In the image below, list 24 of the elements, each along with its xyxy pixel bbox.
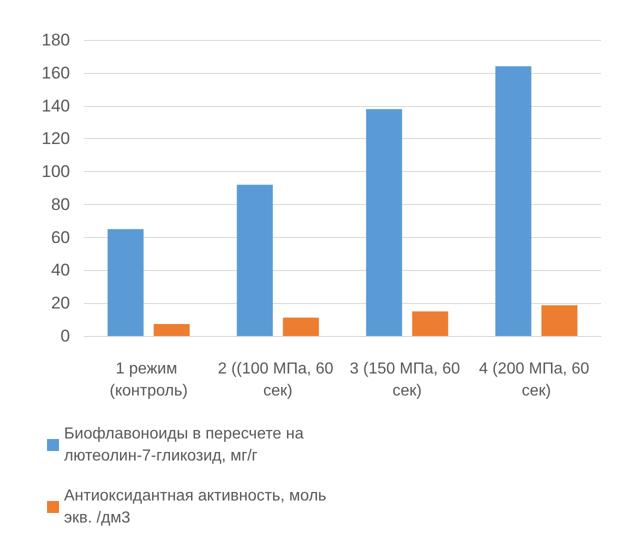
x-tick-label: 1 режим (контроль) <box>110 360 188 400</box>
y-tick-label: 60 <box>51 228 70 247</box>
bar <box>236 184 273 336</box>
bar <box>154 324 190 336</box>
y-tick-label: 0 <box>60 326 70 346</box>
y-tick-label: 140 <box>42 96 70 116</box>
legend-label: Антиоксидантная активность, моль экв. /дм3 <box>64 488 331 526</box>
bar <box>108 229 144 336</box>
y-tick-label: 120 <box>42 129 70 148</box>
bar <box>282 318 319 336</box>
x-tick-label: 2 ((100 МПа, 60 сек) <box>218 360 338 400</box>
bar <box>412 311 448 336</box>
y-tick-label: 180 <box>42 30 70 50</box>
x-tick-label: 3 (150 МПа, 60 сек) <box>350 360 464 400</box>
bar <box>495 66 532 336</box>
y-tick-label: 100 <box>42 162 70 182</box>
y-tick-label: 160 <box>42 63 70 82</box>
y-tick-label: 20 <box>51 294 70 313</box>
y-tick-label: 40 <box>51 260 70 280</box>
y-tick-label: 80 <box>51 194 70 214</box>
bar <box>366 109 402 336</box>
x-tick-label: 4 (200 МПа, 60 сек) <box>479 360 594 400</box>
legend-label: Биофлавоноиды в пересчете на лютеолин-7-гликозид, мг/г <box>64 426 308 464</box>
bar <box>541 305 578 336</box>
